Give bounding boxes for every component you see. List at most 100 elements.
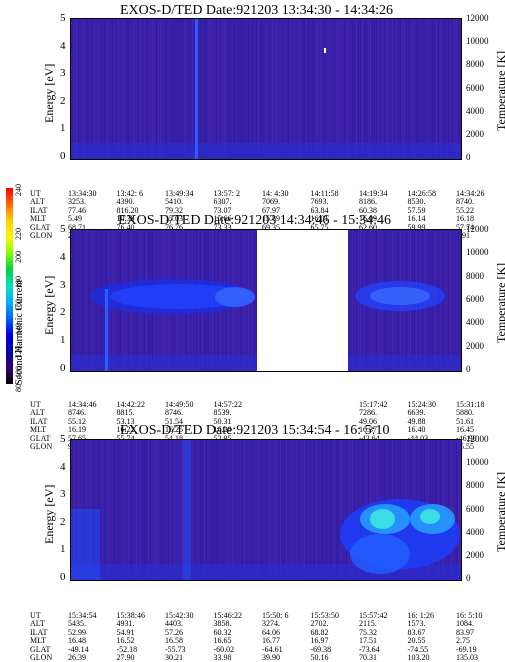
spectrogram-streak [128, 439, 129, 581]
spectrogram-streak [176, 18, 177, 160]
spectrogram-streak [318, 439, 319, 581]
spectrogram-streak [202, 18, 203, 160]
spectrogram-streak [324, 439, 325, 581]
spectrogram-streak [304, 439, 305, 581]
spectrogram-streak [300, 18, 301, 160]
spectrogram-streak [154, 18, 155, 160]
spectrogram-streak [336, 18, 337, 160]
spectrogram-streak [238, 18, 239, 160]
ephemeris-cell: 59.99 [407, 222, 426, 232]
spectrogram-streak [426, 18, 427, 160]
spectrogram-streak [444, 18, 445, 160]
colorbar-tick: 220 [14, 228, 23, 240]
spectrogram-streak [132, 18, 133, 160]
spectrogram-streak [118, 18, 119, 160]
spectrogram-streak [274, 439, 275, 581]
spectrogram-streak [334, 18, 335, 160]
ephemeris-cell: 17.51 [359, 636, 377, 646]
ephemeris-cell: 10.39 [116, 214, 135, 224]
spectrogram-streak [246, 18, 247, 160]
ephemeris-cell: 15.89 [262, 214, 280, 224]
spectrogram-streak [180, 18, 181, 160]
ephemeris-cell: 16.45 [456, 425, 474, 435]
spectrogram-streak [284, 18, 285, 160]
spectrogram-streak [130, 439, 131, 581]
spectrogram-streak [368, 18, 369, 160]
spectrogram-streak [96, 18, 97, 160]
ephemeris-cell: 13:49:34 [165, 189, 194, 198]
ephemeris-cell: 15:38:46 [116, 611, 145, 620]
y-tick-label: 5 [60, 433, 66, 445]
ephemeris-row-label: MLT [30, 214, 47, 224]
spectrogram-streak [276, 439, 277, 581]
ephemeris-cell: 54.91 [116, 627, 135, 637]
y2-tick-label: 8000 [466, 480, 484, 491]
spectrogram-streak [248, 18, 249, 160]
ephemeris-row-label: MLT [30, 425, 47, 435]
y-tick-label: 1 [60, 543, 66, 556]
ephemeris-cell: 8746. [165, 408, 183, 418]
ephemeris-cell: 53.13 [116, 416, 135, 426]
spectrogram-streak [192, 439, 193, 581]
spectrogram-streak [200, 439, 201, 581]
ephemeris-cell: 2.75 [456, 636, 470, 646]
spectrogram-streak [306, 439, 307, 581]
spectrogram-streak [322, 439, 323, 581]
spectrogram-streak [378, 18, 379, 160]
spectrogram-streak [402, 18, 403, 160]
ephemeris-cell: -73.64 [359, 644, 380, 654]
spectrogram-streak [106, 439, 107, 581]
ephemeris-cell: 8539. [213, 408, 232, 418]
spectrogram-streak [214, 18, 215, 160]
ephemeris-cell: 6639. [407, 408, 426, 418]
y-tick-label: 1 [60, 122, 66, 135]
spectrogram-streak [116, 18, 117, 160]
y2-axis-label: Temperature [K] [494, 50, 505, 131]
spectrogram-streak [312, 18, 313, 160]
spectrogram-feature [420, 509, 440, 524]
ephemeris-cell: 15:46:22 [213, 611, 242, 620]
spectrogram-streak [376, 18, 377, 160]
spectrogram-streak [314, 18, 315, 160]
spectrogram-streak [158, 439, 159, 581]
spectrogram-streak [324, 18, 325, 160]
spectrogram-streak [174, 439, 175, 581]
spectrogram-streak [348, 439, 349, 581]
spectrogram-streak [276, 18, 277, 160]
ephemeris-cell: 16.48 [68, 636, 86, 646]
spectrogram-streak [226, 18, 227, 160]
spectrogram-streak [228, 18, 229, 160]
spectrogram-streak [258, 18, 259, 160]
ephemeris-cell: 5.49 [68, 214, 82, 224]
y-axis-label: Energy [eV] [42, 484, 56, 544]
ephemeris-cell: 16.01 [310, 214, 329, 224]
spectrogram-streak [382, 18, 383, 160]
spectrogram-streak [450, 229, 451, 372]
spectrogram-streak [216, 439, 217, 581]
ephemeris-cell: 49.06 [359, 416, 377, 426]
ephemeris-cell: -55.73 [165, 644, 186, 654]
ephemeris-cell: 57.65 [68, 433, 86, 443]
ephemeris-cell: 2115. [359, 619, 377, 629]
y2-tick-label: 2000 [466, 549, 484, 560]
spectrogram-streak [454, 439, 455, 581]
ephemeris-cell: 15:17:42 [359, 400, 388, 409]
spectrogram-streak [114, 18, 115, 160]
spectrogram-streak [418, 18, 419, 160]
ephemeris-cell: 70.31 [359, 652, 377, 662]
y2-tick-label: 8000 [466, 270, 484, 281]
spectrogram-streak [172, 439, 173, 581]
spectrogram-streak [220, 439, 221, 581]
spectrogram-streak [206, 18, 207, 160]
spectrogram-streak [208, 439, 209, 581]
spectrogram-streak [80, 18, 81, 160]
colorbar-gradient [6, 188, 13, 384]
ephemeris-cell: 51.61 [456, 416, 474, 426]
ephemeris-cell: 8530. [407, 197, 426, 207]
spectrogram-streak [198, 18, 199, 160]
spectrogram-streak [338, 18, 339, 160]
ephemeris-cell: 16.77 [262, 636, 280, 646]
spectrogram-streak [302, 439, 303, 581]
spectrogram-streak [374, 18, 375, 160]
ephemeris-table: UT 14:34:46 14:42:22 14:49:50 14:57:22 15:17:… [30, 400, 505, 451]
